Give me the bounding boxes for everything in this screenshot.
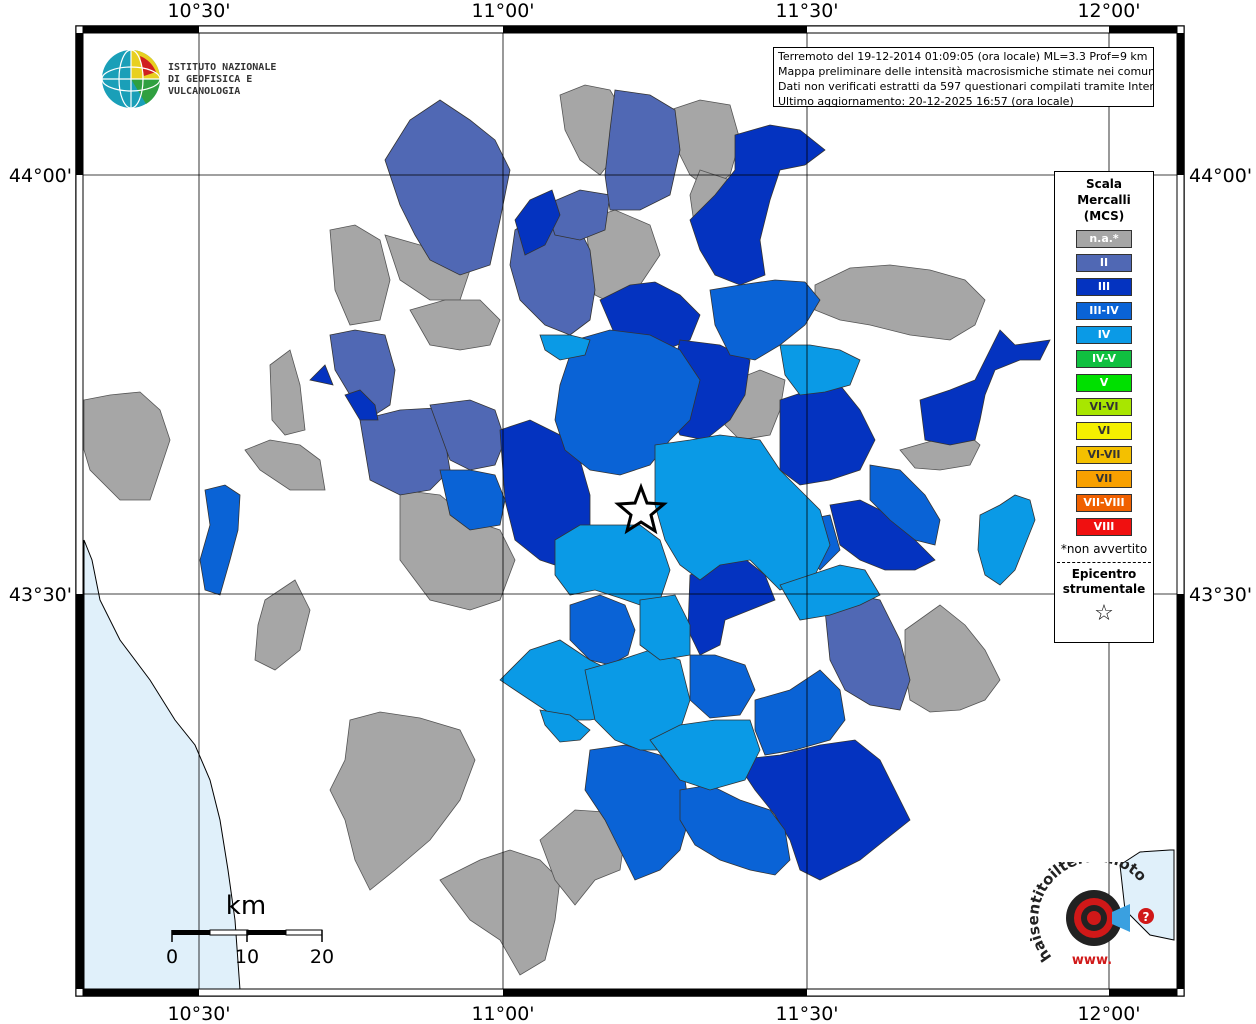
legend-item-IV: IV [1076,326,1132,344]
tick-bottom-3: 11°30' [775,1003,838,1024]
epicenter-star-icon [614,482,668,535]
event-info-line3: Dati non verificati estratti da 597 ques… [778,80,1154,93]
legend-item-VII: VII [1076,470,1132,488]
legend-item-V-VI: VI-VI [1076,398,1132,416]
municipalities-na [83,84,1001,976]
intensity-legend: Scala Mercalli (MCS) n.a.* II III III-IV… [1054,171,1154,643]
tick-left-2: 43°30' [9,584,72,606]
graticule [76,30,1180,993]
tick-top-4: 12°00' [1077,0,1140,22]
tick-right-1: 44°00' [1189,165,1252,187]
svg-text:?: ? [1143,910,1150,924]
ingv-name-line2: DI GEOFISICA E VULCANOLOGIA [168,74,253,97]
legend-divider [1057,562,1151,563]
legend-title-line1: Scala [1085,177,1123,191]
legend-item-IV-V: IV-V [1076,350,1132,368]
legend-item-V: V [1076,374,1132,392]
tick-bottom-2: 11°00' [471,1003,534,1024]
tick-top-2: 11°00' [471,0,534,22]
legend-items: n.a.* II III III-IV IV IV-V V VI-VI VI V… [1055,230,1153,536]
legend-item-VII-VIII: VII-VIII [1076,494,1132,512]
legend-item-III: III [1076,278,1132,296]
legend-title-line3: (MCS) [1083,209,1125,223]
hsit-logo: haisentitoilterremoto.it ? www. [1024,848,1170,972]
event-info-line2: Mappa preliminare delle intensità macros… [778,65,1154,78]
legend-item-VI: VI [1076,422,1132,440]
sea-west [83,539,241,991]
legend-item-III-IV: III-IV [1076,302,1132,320]
hsit-www: www. [1072,953,1112,968]
tick-right-2: 43°30' [1189,584,1252,606]
hsit-target-icon: haisentitoilterremoto.it ? www. [1024,848,1154,968]
scale-bar: km 0 10 20 [166,891,334,968]
ingv-name-line1: ISTITUTO NAZIONALE [168,62,277,73]
municipalities-III-IV [199,279,941,881]
legend-epicenter-line2: strumentale [1062,582,1146,596]
tick-left-1: 44°00' [9,165,72,187]
scale-unit: km [226,891,266,921]
scale-label-0: 0 [166,946,178,968]
event-info-line1: Terremoto del 19-12-2014 01:09:05 (ora l… [778,50,1148,63]
ingv-globe-icon [101,49,161,109]
event-info-line4: Ultimo aggiornamento: 20-12-2025 16:57 (… [778,95,1074,107]
legend-item-II: II [1076,254,1132,272]
map-frame [75,25,1185,997]
event-info-box: Terremoto del 19-12-2014 01:09:05 (ora l… [773,47,1154,107]
ingv-logo: ISTITUTO NAZIONALE DI GEOFISICA E VULCAN… [100,48,320,110]
legend-title: Scala Mercalli (MCS) [1055,176,1153,224]
legend-item-VI-VII: VI-VII [1076,446,1132,464]
municipalities-IV [499,334,1036,791]
tick-bottom-4: 12°00' [1077,1003,1140,1024]
legend-item-na: n.a.* [1076,230,1132,248]
scale-label-20: 20 [310,946,334,968]
legend-epicenter-line1: Epicentro [1071,567,1137,581]
legend-note: *non avvertito [1060,542,1148,556]
tick-bottom-1: 10°30' [167,1003,230,1024]
legend-item-VIII: VIII [1076,518,1132,536]
legend-title-line2: Mercalli [1077,193,1131,207]
tick-top-1: 10°30' [167,0,230,22]
tick-top-3: 11°30' [775,0,838,22]
legend-epicenter-label: Epicentro strumentale [1055,567,1153,597]
scale-label-10: 10 [235,946,259,968]
legend-star-icon: ☆ [1094,601,1114,626]
